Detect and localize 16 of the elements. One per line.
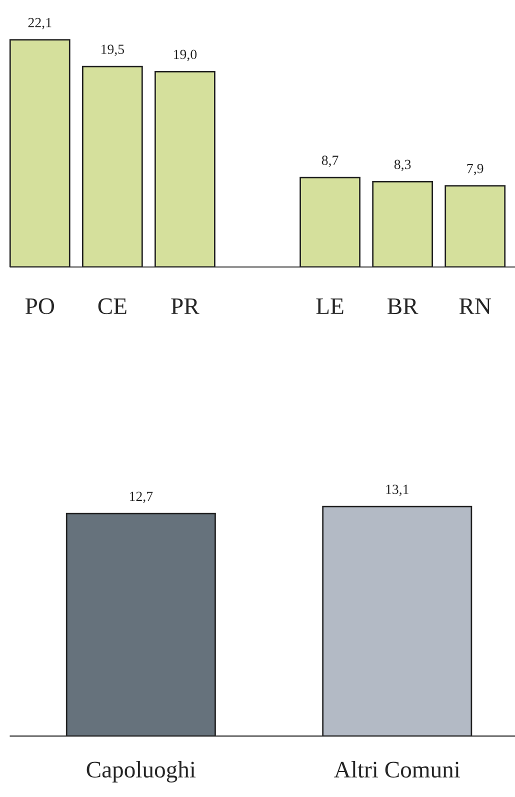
x-tick-label: PO [25, 298, 54, 314]
x-tick-label: BR [388, 298, 418, 314]
x-tick-label: CE [98, 298, 126, 314]
data-label: 12,7 [130, 492, 153, 504]
x-tick-label: Capoluoghi [86, 761, 196, 783]
x-tick-label: Altri Comuni [334, 761, 460, 778]
data-label: 8,7 [322, 156, 338, 168]
data-label: 22,1 [28, 18, 52, 30]
x-tick-label: LE [316, 298, 344, 314]
x-tick-label: RN [459, 298, 491, 314]
data-label: 19,5 [102, 44, 124, 56]
data-label: 7,9 [467, 164, 484, 176]
x-tick-label: PR [171, 298, 200, 314]
data-label: 8,3 [394, 160, 411, 172]
data-label: 13,1 [386, 484, 408, 496]
data-label: 19,0 [174, 50, 197, 62]
